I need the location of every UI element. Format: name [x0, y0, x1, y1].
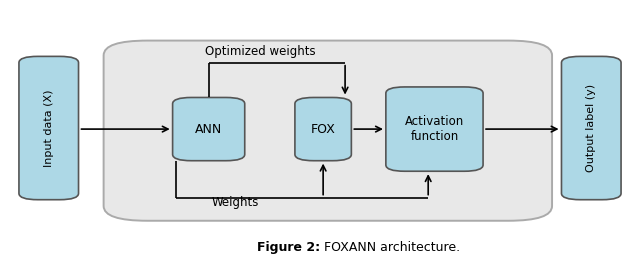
Text: Optimized weights: Optimized weights [205, 45, 316, 58]
FancyBboxPatch shape [19, 56, 79, 200]
Text: Figure 2:: Figure 2: [257, 241, 320, 254]
Text: FOXANN architecture.: FOXANN architecture. [320, 241, 460, 254]
FancyBboxPatch shape [173, 97, 244, 161]
Text: Activation
function: Activation function [405, 115, 464, 143]
FancyBboxPatch shape [104, 41, 552, 221]
Text: FOX: FOX [310, 123, 335, 136]
FancyBboxPatch shape [295, 97, 351, 161]
Text: Input data (X): Input data (X) [44, 89, 54, 167]
Text: ANN: ANN [195, 123, 222, 136]
Text: Weights: Weights [212, 196, 259, 209]
FancyBboxPatch shape [561, 56, 621, 200]
Text: Output label (y): Output label (y) [586, 84, 596, 172]
FancyBboxPatch shape [386, 87, 483, 171]
